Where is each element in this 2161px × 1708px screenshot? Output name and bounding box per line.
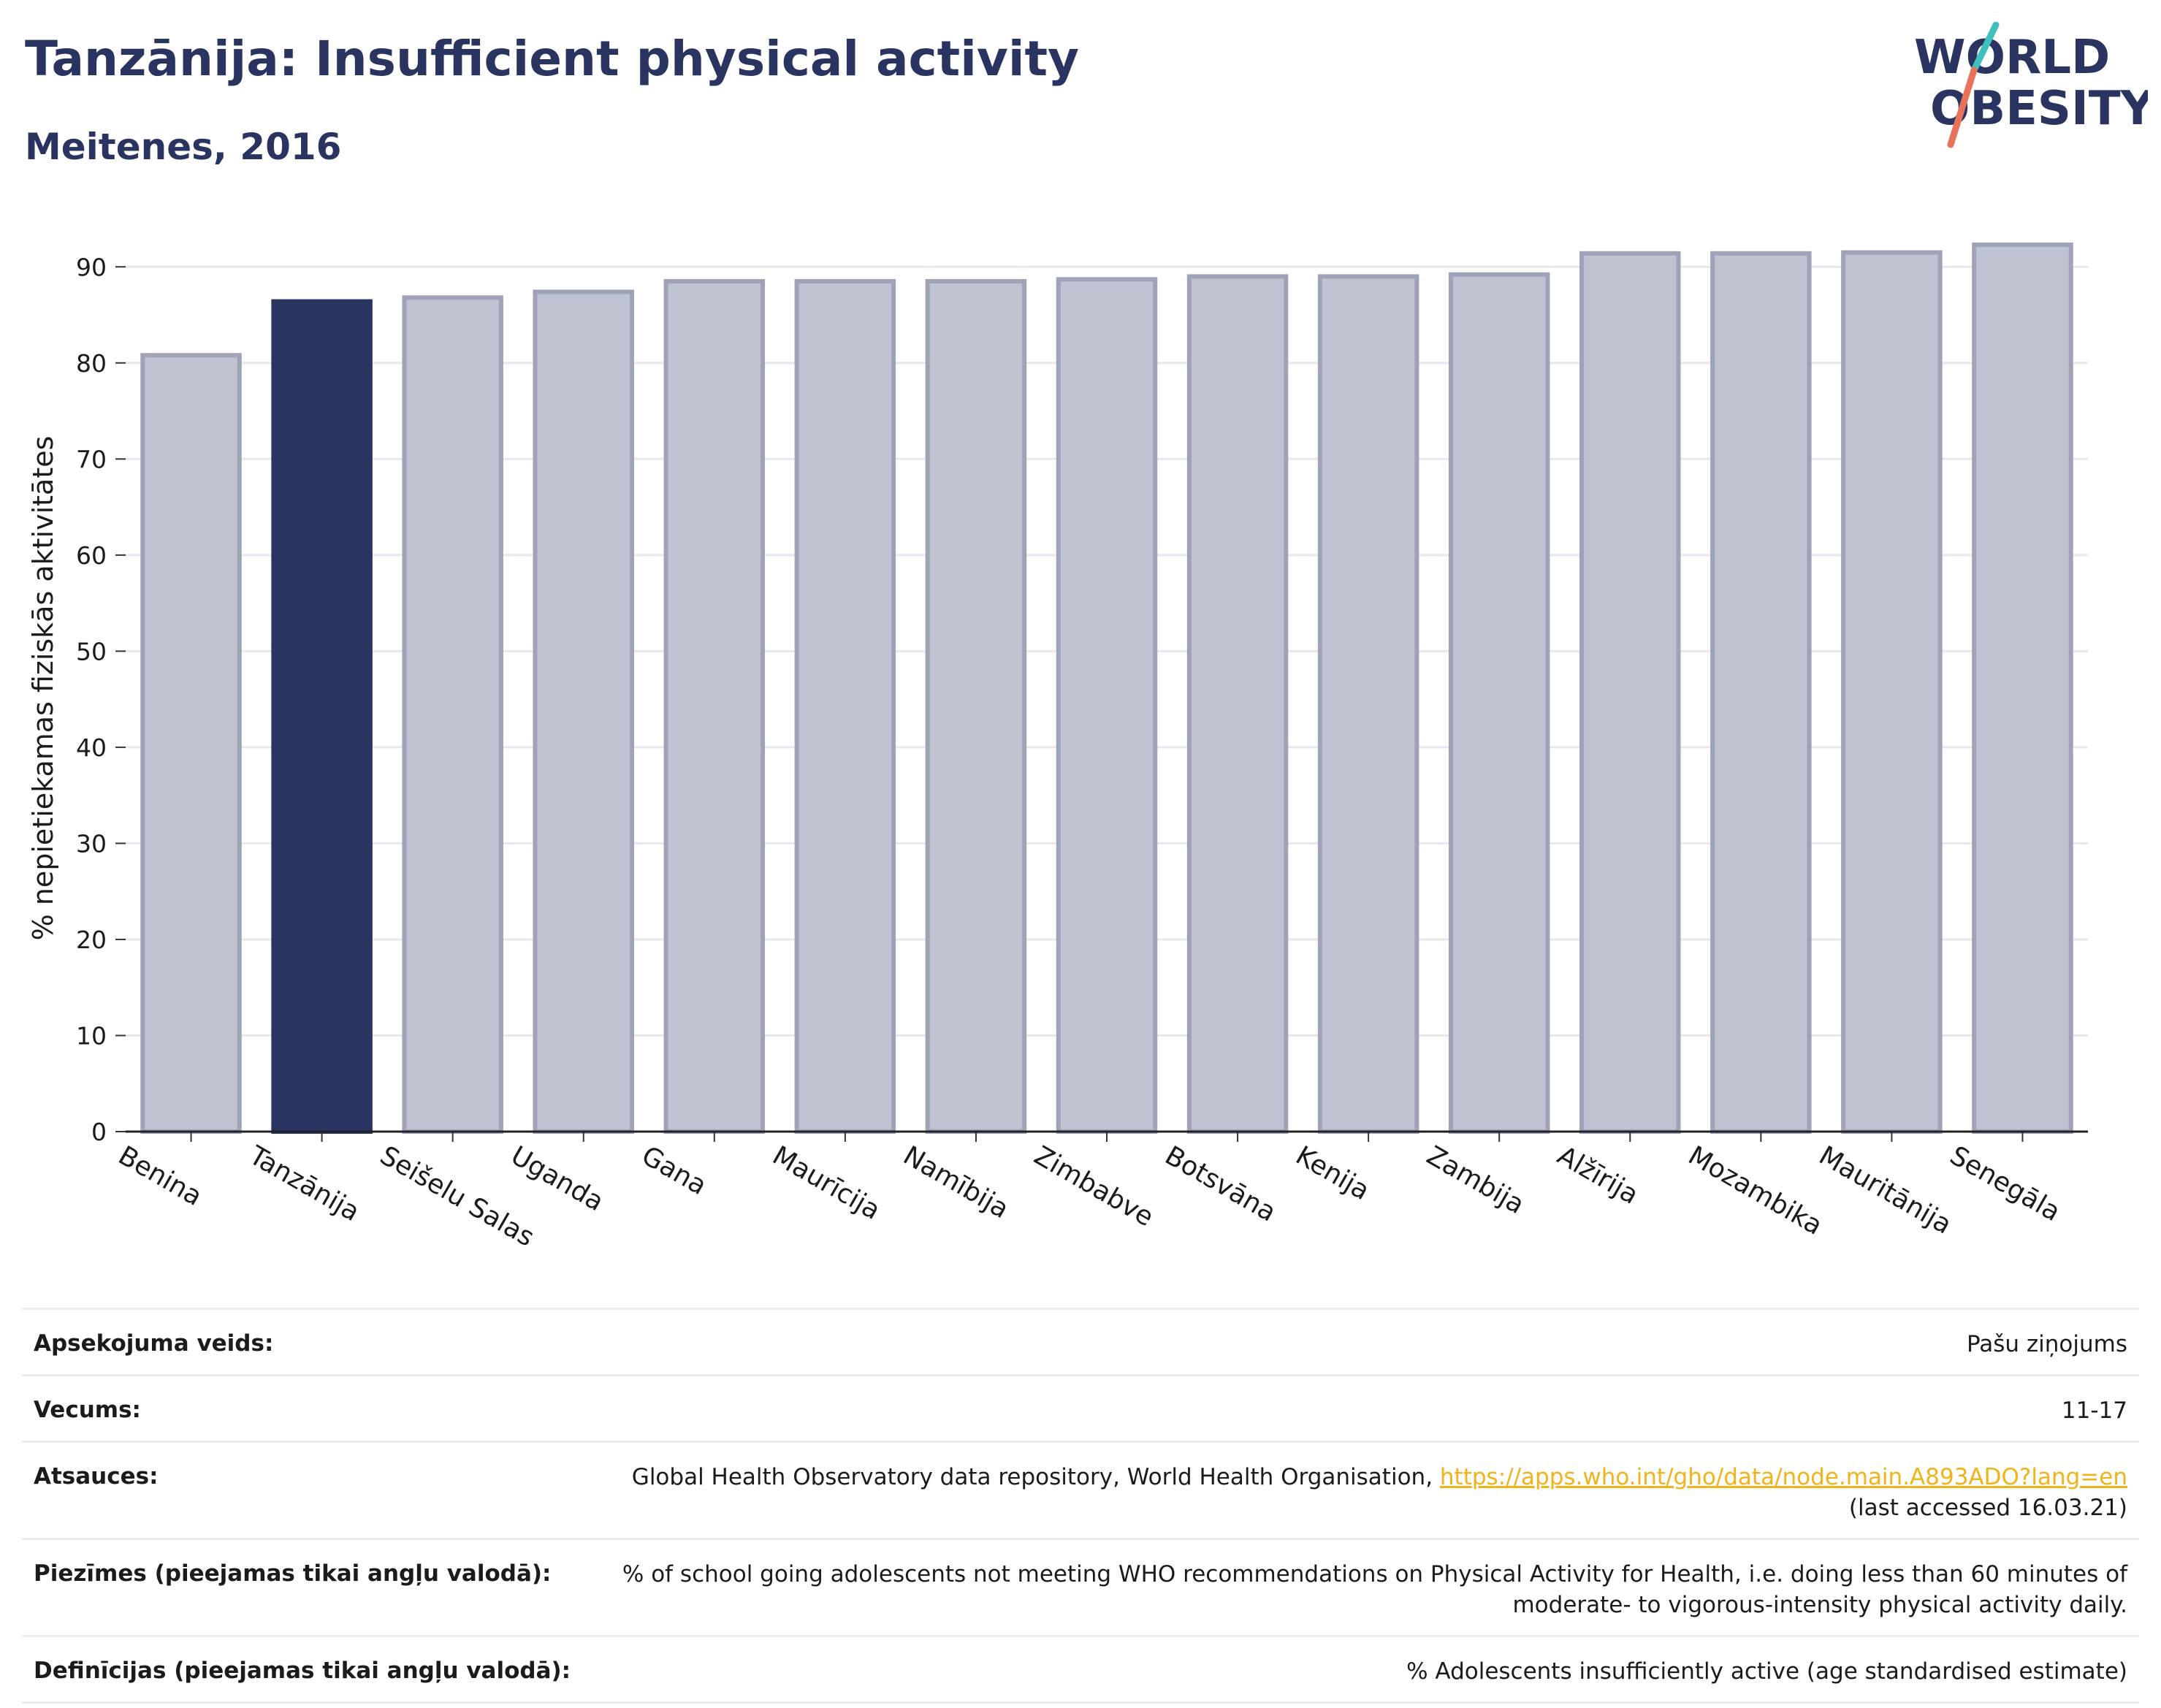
y-tick-label: 10 xyxy=(76,1021,107,1050)
bar-4 xyxy=(663,278,766,1135)
bar-13 xyxy=(1841,250,1943,1134)
reference-accessed: (last accessed 16.03.21) xyxy=(1848,1495,2127,1521)
bar-6 xyxy=(925,278,1027,1135)
bars xyxy=(140,243,2073,1135)
x-tick-label: Maurīcija xyxy=(767,1140,885,1226)
bar-10 xyxy=(1448,272,1550,1134)
bar-1 xyxy=(271,299,373,1134)
svg-text:WORLD: WORLD xyxy=(1914,31,2110,85)
info-value: 11-17 xyxy=(2061,1398,2127,1424)
page-title: Tanzānija: Insufficient physical activit… xyxy=(25,31,1080,87)
y-tick-label: 40 xyxy=(76,733,107,762)
y-tick-label: 80 xyxy=(76,349,107,378)
notes-line-2: moderate- to vigorous-intensity physical… xyxy=(1512,1592,2127,1618)
bar-3 xyxy=(533,289,634,1135)
bar-8 xyxy=(1186,274,1289,1134)
bar-9 xyxy=(1317,274,1419,1134)
info-value: Global Health Observatory data repositor… xyxy=(632,1462,2127,1523)
y-axis-ticks: 0 10 20 30 40 50 60 70 80 90 xyxy=(76,253,126,1146)
x-tick-label: Mauritānija xyxy=(1814,1140,1956,1240)
info-value: % of school going adolescents not meetin… xyxy=(622,1559,2127,1620)
x-tick-label: Zimbabve xyxy=(1029,1140,1159,1232)
info-row-survey-type: Apsekojuma veids: Pašu ziņojums xyxy=(22,1308,2139,1374)
x-tick-label: Zambija xyxy=(1422,1140,1530,1220)
y-tick-label: 30 xyxy=(76,829,107,858)
info-label: Vecums: xyxy=(34,1397,141,1423)
bar-14 xyxy=(1972,243,2073,1134)
y-tick-label: 0 xyxy=(91,1118,107,1146)
bar-2 xyxy=(402,295,503,1134)
info-row-age: Vecums: 11-17 xyxy=(22,1374,2139,1441)
y-tick-label: 70 xyxy=(76,445,107,473)
bar-11 xyxy=(1579,251,1681,1134)
x-tick-label: Gana xyxy=(636,1140,712,1201)
reference-link[interactable]: https://apps.who.int/gho/data/node.main.… xyxy=(1439,1464,2127,1490)
info-label: Apsekojuma veids: xyxy=(34,1330,274,1357)
info-row-references: Atsauces: Global Health Observatory data… xyxy=(22,1441,2139,1538)
info-value: Pašu ziņojums xyxy=(1966,1331,2127,1357)
info-label: Atsauces: xyxy=(34,1463,159,1490)
info-label: Definīcijas (pieejamas tikai angļu valod… xyxy=(34,1658,571,1684)
notes-line-1: % of school going adolescents not meetin… xyxy=(622,1561,2127,1587)
x-tick-label: Alžīrija xyxy=(1552,1140,1644,1211)
y-axis-label: % nepietiekamas fiziskās aktivitātes xyxy=(27,436,59,941)
y-tick-label: 50 xyxy=(76,637,107,666)
bar-7 xyxy=(1056,277,1158,1134)
bar-12 xyxy=(1710,251,1812,1134)
info-label: Piezīmes (pieejamas tikai angļu valodā): xyxy=(34,1560,552,1587)
y-tick-label: 60 xyxy=(76,541,107,570)
x-tick-label: Tanzānija xyxy=(243,1140,365,1227)
x-tick-label: Senegāla xyxy=(1945,1140,2065,1227)
info-row-definitions: Definīcijas (pieejamas tikai angļu valod… xyxy=(22,1635,2139,1704)
info-table: Apsekojuma veids: Pašu ziņojums Vecums: … xyxy=(22,1308,2139,1704)
x-tick-label: Namībija xyxy=(898,1140,1013,1224)
x-tick-label: Kenija xyxy=(1291,1140,1375,1206)
x-tick-label: Uganda xyxy=(506,1140,609,1217)
bar-5 xyxy=(794,278,896,1135)
info-value: % Adolescents insufficiently active (age… xyxy=(1406,1658,2127,1685)
y-tick-label: 90 xyxy=(76,253,107,281)
x-tick-label: Botsvāna xyxy=(1160,1140,1281,1227)
world-obesity-logo: WORLD OBESITY xyxy=(1914,22,2148,148)
y-tick-label: 20 xyxy=(76,926,107,954)
reference-text: Global Health Observatory data repositor… xyxy=(631,1464,1440,1490)
bar-0 xyxy=(140,353,242,1135)
info-row-notes: Piezīmes (pieejamas tikai angļu valodā):… xyxy=(22,1538,2139,1635)
x-tick-label: Benina xyxy=(113,1140,207,1212)
x-tick-label: Mozambika xyxy=(1683,1140,1827,1241)
page-subtitle: Meitenes, 2016 xyxy=(25,126,342,168)
